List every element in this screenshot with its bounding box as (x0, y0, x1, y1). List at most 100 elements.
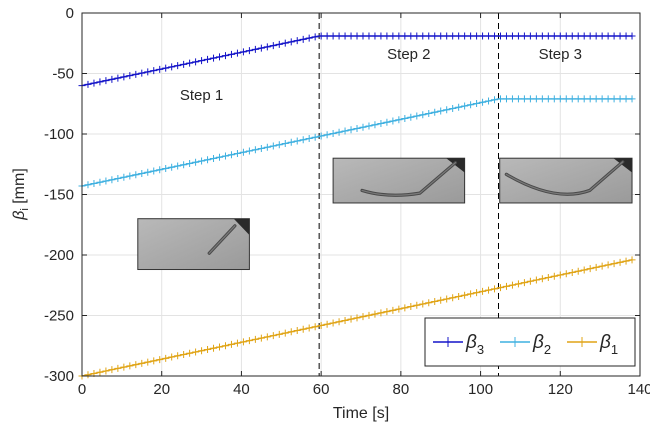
data-point (251, 45, 259, 53)
data-point (425, 32, 433, 40)
data-point (473, 99, 481, 107)
data-point (455, 103, 463, 111)
data-point (485, 97, 493, 105)
data-point (341, 32, 349, 40)
series-β3 (78, 32, 636, 90)
data-point (532, 95, 540, 103)
data-point (329, 319, 337, 327)
data-point (568, 268, 576, 276)
data-point (347, 315, 355, 323)
data-point (275, 40, 283, 48)
data-point (365, 311, 373, 319)
data-point (263, 333, 271, 341)
data-point (604, 95, 612, 103)
data-point (431, 32, 439, 40)
data-point (162, 165, 170, 173)
data-point (389, 32, 397, 40)
data-point (598, 95, 606, 103)
data-point (580, 32, 588, 40)
data-point (622, 257, 630, 265)
x-tick-label: 120 (548, 381, 573, 398)
data-point (335, 32, 343, 40)
data-point (335, 128, 343, 136)
y-tick-label: -50 (52, 66, 74, 83)
data-point (491, 32, 499, 40)
data-point (138, 359, 146, 367)
data-point (269, 42, 277, 50)
data-point (221, 342, 229, 350)
data-point (526, 95, 534, 103)
x-tick-label: 40 (233, 381, 250, 398)
legend-entry: β2 (500, 332, 551, 357)
data-point (323, 320, 331, 328)
data-point (347, 32, 355, 40)
y-tick-label: -200 (44, 247, 74, 264)
data-point (263, 43, 271, 51)
data-point (622, 95, 630, 103)
x-tick-label: 80 (393, 381, 410, 398)
legend-marker (577, 337, 587, 347)
data-point (574, 95, 582, 103)
data-point (311, 33, 319, 41)
data-point (628, 32, 636, 40)
y-tick-label: -100 (44, 126, 74, 143)
data-point (616, 258, 624, 266)
data-point (592, 263, 600, 271)
data-point (245, 147, 253, 155)
data-point (598, 32, 606, 40)
data-point (192, 348, 200, 356)
data-point (287, 328, 295, 336)
data-point (257, 44, 265, 52)
data-point (102, 367, 110, 375)
data-point (275, 330, 283, 338)
data-point (550, 95, 558, 103)
data-point (443, 32, 451, 40)
data-point (144, 68, 152, 76)
data-point (419, 32, 427, 40)
data-point (210, 155, 218, 163)
data-point (84, 371, 92, 379)
data-point (84, 181, 92, 189)
data-point (281, 140, 289, 148)
data-point (431, 298, 439, 306)
data-point (383, 308, 391, 316)
data-point (431, 108, 439, 116)
data-point (156, 65, 164, 73)
series-β2 (78, 95, 636, 190)
data-point (204, 156, 212, 164)
tool-shaft-highlight (208, 225, 236, 254)
data-point (353, 125, 361, 133)
data-point (341, 316, 349, 324)
tool-photo-bent-step3 (499, 157, 633, 204)
data-point (233, 49, 241, 57)
data-point (150, 357, 158, 365)
data-point (562, 32, 570, 40)
data-point (353, 314, 361, 322)
data-point (269, 332, 277, 340)
legend-entry: β3 (433, 332, 484, 357)
data-point (239, 338, 247, 346)
data-point (317, 321, 325, 329)
data-point (359, 313, 367, 321)
data-point (317, 132, 325, 140)
data-point (341, 127, 349, 135)
data-point (580, 266, 588, 274)
data-point (508, 95, 516, 103)
data-point (508, 32, 516, 40)
data-point (275, 141, 283, 149)
data-point (461, 291, 469, 299)
data-point (108, 366, 116, 374)
data-point (437, 296, 445, 304)
data-point (413, 301, 421, 309)
data-point (544, 95, 552, 103)
data-point (347, 126, 355, 134)
data-point (616, 95, 624, 103)
data-point (293, 137, 301, 145)
data-point (150, 67, 158, 75)
data-point (491, 285, 499, 293)
data-point (281, 329, 289, 337)
data-point (532, 32, 540, 40)
data-point (257, 334, 265, 342)
data-point (407, 303, 415, 311)
data-point (497, 95, 504, 103)
